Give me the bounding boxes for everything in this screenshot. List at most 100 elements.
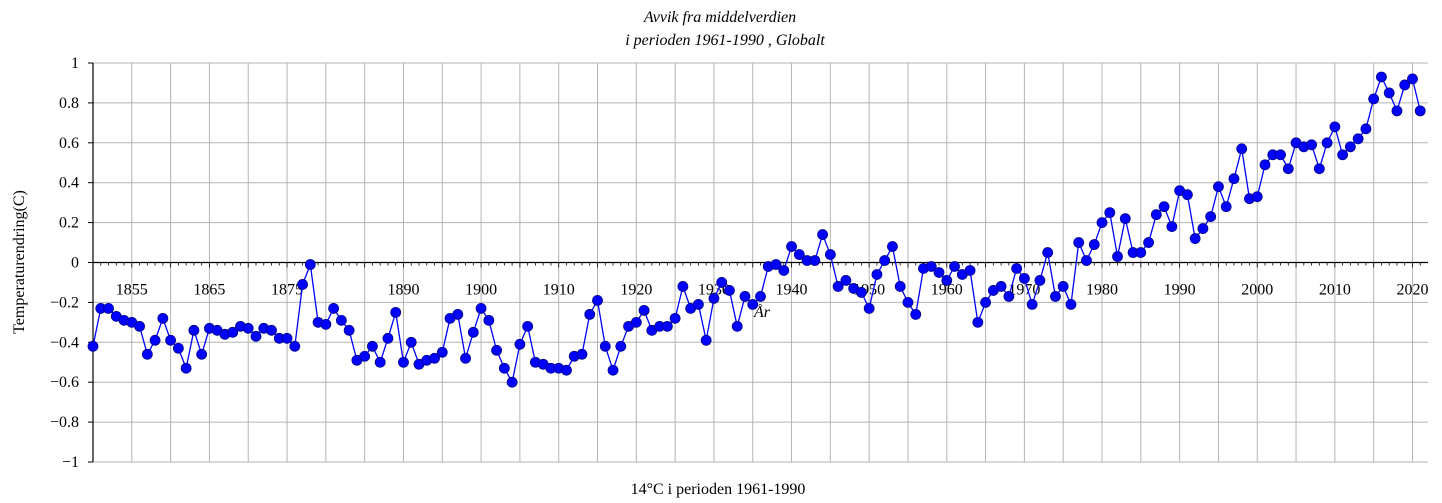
data-point [1150, 209, 1162, 221]
data-point [615, 340, 627, 352]
y-tick-label: 0.2 [59, 215, 79, 232]
data-point [335, 314, 347, 326]
data-point [297, 279, 308, 290]
data-point [266, 324, 277, 336]
data-point [452, 308, 464, 320]
data-point [1391, 105, 1403, 117]
data-point [475, 302, 487, 314]
x-tick-label: 1875 [271, 282, 303, 299]
x-axis-unit-label: År [753, 303, 771, 321]
data-point [980, 296, 991, 308]
data-point [576, 348, 588, 360]
data-point [708, 293, 720, 304]
data-point [157, 312, 169, 324]
data-point [180, 362, 192, 374]
data-point [630, 316, 642, 328]
data-point [1376, 71, 1387, 83]
data-point [832, 281, 844, 292]
data-point [1213, 181, 1224, 193]
y-axis-label: Temperaturendring(C) [11, 190, 28, 334]
data-point [879, 255, 891, 266]
chart-title-line-1: Avvik fra middelverdien [643, 9, 796, 26]
data-point [1112, 251, 1123, 262]
data-point [871, 269, 883, 280]
data-point [561, 364, 572, 376]
data-point [964, 265, 976, 276]
data-point [1096, 217, 1108, 229]
data-point [172, 342, 184, 354]
data-point [887, 241, 898, 252]
data-point [514, 338, 526, 350]
y-tick-label: 0.8 [59, 95, 79, 112]
y-tick-label: 0.4 [59, 175, 79, 192]
data-point [1220, 201, 1232, 213]
data-point [1329, 121, 1341, 133]
x-tick-label: 1855 [116, 282, 148, 299]
y-tick-label: −0.6 [50, 374, 79, 391]
data-point [436, 346, 448, 358]
data-point [778, 265, 790, 276]
data-point [506, 376, 518, 388]
data-point [1011, 263, 1023, 274]
data-point [669, 312, 681, 324]
data-point [1344, 141, 1356, 153]
series-line [92, 75, 1421, 385]
data-point [141, 348, 153, 360]
x-tick-label: 2020 [1396, 282, 1428, 299]
data-point [250, 330, 262, 342]
data-point [374, 356, 386, 368]
data-point [1026, 298, 1038, 310]
data-point [1383, 87, 1395, 99]
data-point [925, 261, 937, 272]
data-point [840, 275, 852, 286]
data-point [281, 332, 293, 344]
y-tick-label: 0.6 [59, 135, 79, 152]
data-point [1313, 163, 1325, 175]
data-point [607, 364, 619, 376]
data-point [87, 340, 99, 352]
data-point [1407, 73, 1418, 85]
data-point [747, 298, 759, 310]
data-point [1088, 239, 1100, 250]
data-point [359, 350, 371, 362]
data-point [165, 334, 177, 346]
data-point [1057, 281, 1069, 292]
data-point [661, 320, 673, 332]
data-point [910, 308, 922, 320]
data-point [1181, 189, 1193, 201]
data-point [1073, 237, 1085, 248]
data-point [1337, 149, 1349, 161]
data-point [972, 316, 984, 328]
data-point [320, 318, 332, 330]
data-point [770, 259, 782, 270]
data-point [863, 302, 875, 314]
x-tick-label: 1980 [1086, 282, 1118, 299]
data-point [1360, 123, 1372, 135]
chart-title-line-2: i perioden 1961-1990 , Globalt [625, 32, 825, 49]
data-point [1143, 237, 1154, 248]
data-point [1368, 93, 1380, 105]
data-point [134, 320, 145, 332]
data-point [995, 281, 1007, 292]
data-point [1081, 255, 1092, 266]
data-point [328, 302, 340, 314]
x-tick-label: 1940 [776, 282, 808, 299]
data-point [1135, 247, 1147, 258]
data-point [1251, 191, 1263, 203]
x-tick-label: 1920 [620, 282, 652, 299]
data-point [460, 352, 471, 364]
x-tick-label: 1890 [387, 282, 419, 299]
y-tick-label: 1 [71, 55, 79, 72]
data-point [809, 255, 821, 266]
data-point [196, 348, 208, 360]
data-point [1065, 298, 1077, 310]
data-point [1205, 211, 1217, 223]
y-tick-label: −0.8 [50, 414, 79, 431]
data-point [1399, 79, 1411, 91]
data-point [429, 352, 440, 364]
data-point [786, 241, 797, 252]
data-point [103, 302, 114, 314]
data-point [1042, 247, 1054, 258]
data-point [949, 261, 960, 272]
